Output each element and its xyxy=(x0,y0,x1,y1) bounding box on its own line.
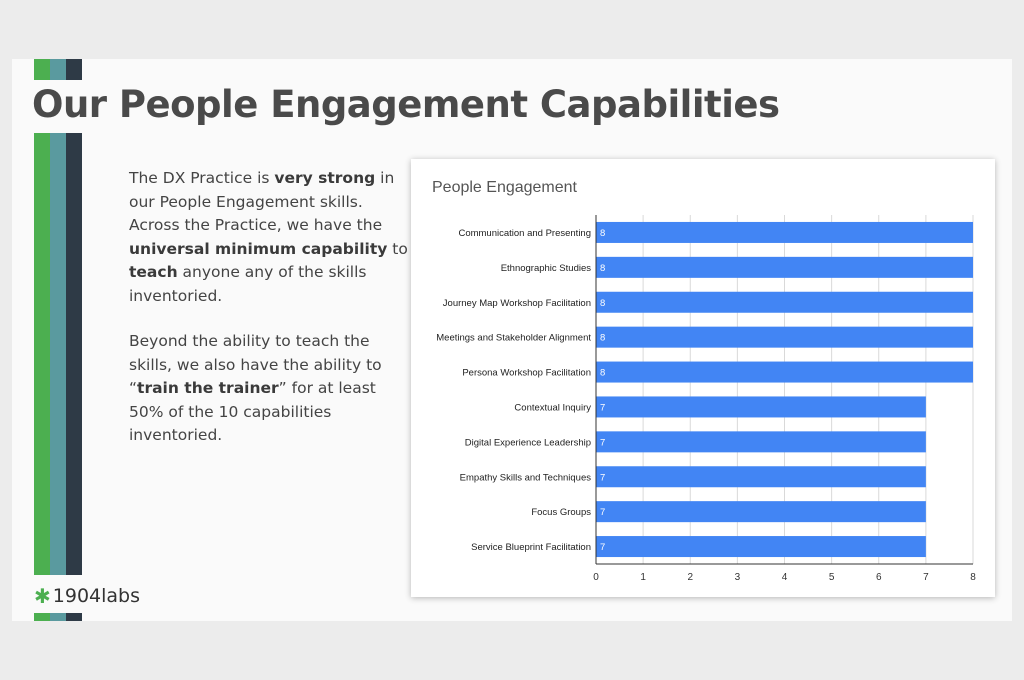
emphasis-text: very strong xyxy=(274,169,376,187)
paragraph-text: to xyxy=(387,239,408,258)
bar xyxy=(596,536,926,558)
data-label: 7 xyxy=(600,472,605,483)
bar xyxy=(596,466,926,488)
body-text: The DX Practice is very strong in our Pe… xyxy=(129,167,409,470)
bar xyxy=(596,431,926,453)
data-label: 8 xyxy=(600,228,605,239)
data-label: 8 xyxy=(600,368,605,379)
paragraph-text: The DX Practice is xyxy=(129,169,275,187)
data-label: 7 xyxy=(600,402,605,413)
x-tick-label: 4 xyxy=(782,572,788,583)
category-label: Service Blueprint Facilitation xyxy=(471,542,591,553)
category-label: Empathy Skills and Techniques xyxy=(460,472,592,483)
paragraph-text: Beyond the ability to teach the skills, … xyxy=(129,332,382,397)
navy-stripe-top xyxy=(66,59,82,80)
bar xyxy=(596,291,973,313)
bar xyxy=(596,396,926,418)
green-stripe xyxy=(34,133,50,575)
paragraph-1: The DX Practice is very strong in our Pe… xyxy=(129,167,409,308)
bar-chart: 0 1 2 3 4 5 6 7 8 Communication and Presenting 8 Et… xyxy=(436,215,976,583)
category-label: Meetings and Stakeholder Alignment xyxy=(436,333,591,344)
category-label: Digital Experience Leadership xyxy=(465,437,591,448)
x-tick-label: 0 xyxy=(593,572,599,583)
green-stripe-top xyxy=(34,59,50,80)
x-tick-label: 2 xyxy=(687,572,693,583)
data-label: 8 xyxy=(600,333,605,344)
emphasis-text: train the trainer xyxy=(137,379,279,397)
chart-title: People Engagement xyxy=(432,179,577,196)
category-label: Persona Workshop Facilitation xyxy=(462,368,591,379)
green-stripe-bottom xyxy=(34,613,50,621)
data-label: 8 xyxy=(600,263,605,274)
slide-title: Our People Engagement Capabilities xyxy=(32,83,780,126)
navy-stripe xyxy=(66,133,82,575)
logo-mark-icon: ✱ xyxy=(34,584,51,608)
teal-stripe-top xyxy=(50,59,66,80)
category-label: Journey Map Workshop Facilitation xyxy=(443,298,591,309)
category-label: Ethnographic Studies xyxy=(501,263,592,274)
x-tick-label: 3 xyxy=(735,572,741,583)
data-label: 7 xyxy=(600,507,605,518)
paragraph-text: anyone any of the skills inventoried. xyxy=(129,263,367,305)
data-label: 7 xyxy=(600,542,605,553)
category-label: Contextual Inquiry xyxy=(514,402,591,413)
slide: Our People Engagement Capabilities The D… xyxy=(12,59,1012,621)
chart-card: People Engagement 0 1 2 3 4 5 6 7 8 Communication… xyxy=(411,159,995,597)
x-tick-label: 1 xyxy=(640,572,646,583)
emphasis-text: teach xyxy=(129,263,178,281)
x-tick-label: 8 xyxy=(970,572,976,583)
bar xyxy=(596,501,926,523)
category-label: Communication and Presenting xyxy=(458,228,591,239)
x-tick-label: 5 xyxy=(829,572,835,583)
navy-stripe-bottom xyxy=(66,613,82,621)
company-logo: ✱ 1904labs xyxy=(34,584,140,608)
teal-stripe-bottom xyxy=(50,613,66,621)
paragraph-text: in our People Engagement skills. Across … xyxy=(129,169,395,234)
bar xyxy=(596,361,973,383)
bar xyxy=(596,256,973,278)
bar xyxy=(596,326,973,348)
emphasis-text: universal minimum capability xyxy=(129,239,388,258)
data-label: 8 xyxy=(600,298,605,309)
x-tick-label: 7 xyxy=(923,572,929,583)
logo-text: 1904labs xyxy=(52,585,141,607)
data-label: 7 xyxy=(600,437,605,448)
bar xyxy=(596,221,973,243)
category-label: Focus Groups xyxy=(531,507,591,518)
x-tick-label: 6 xyxy=(876,572,882,583)
teal-stripe xyxy=(50,133,66,575)
paragraph-text: ” for at least 50% of the 10 capabilitie… xyxy=(129,379,376,444)
paragraph-2: Beyond the ability to teach the skills, … xyxy=(129,330,409,448)
